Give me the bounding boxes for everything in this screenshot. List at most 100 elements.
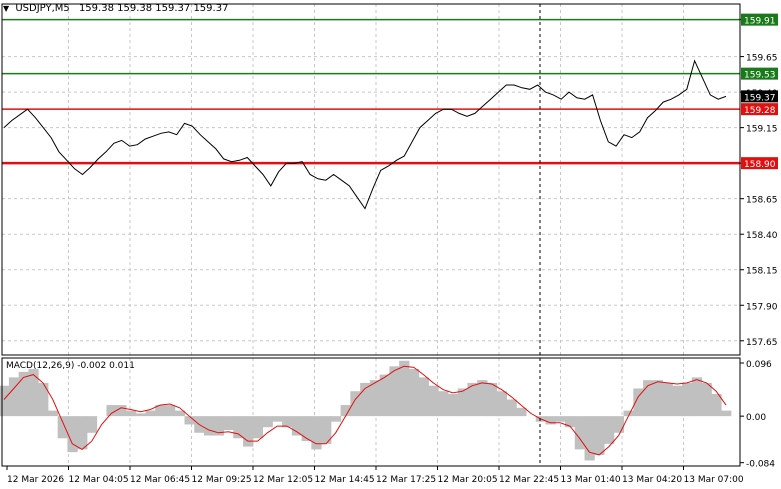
level-badge-label: 159.53 <box>744 71 776 81</box>
macd-bar <box>672 385 683 417</box>
macd-bar <box>135 413 146 417</box>
time-label: 12 Mar 22:45 <box>499 475 559 485</box>
macd-bar <box>565 416 576 428</box>
price-tick-label: 159.65 <box>746 54 778 64</box>
price-tick-label: 158.15 <box>746 267 778 277</box>
price-grid <box>2 4 740 355</box>
level-badge-label: 159.28 <box>744 106 776 116</box>
macd-bar <box>447 394 459 417</box>
macd-bar <box>516 407 527 417</box>
macd-bar <box>252 416 264 439</box>
price-axis: 159.91159.65159.40159.15158.90158.65158.… <box>740 13 778 348</box>
time-label: 12 Mar 09:25 <box>192 475 252 485</box>
macd-bar <box>594 416 605 455</box>
macd-bar <box>691 377 703 417</box>
macd-bar <box>145 410 156 417</box>
time-label: 13 Mar 07:00 <box>684 475 744 485</box>
macd-bar <box>321 416 332 444</box>
macd-bar <box>399 360 410 417</box>
current-price-badge <box>741 90 778 103</box>
macd-bar <box>545 416 556 425</box>
macd-bar <box>701 382 712 417</box>
macd-bar <box>574 416 586 450</box>
macd-bar <box>301 416 312 442</box>
macd-bar <box>155 405 166 417</box>
time-label: 12 Mar 04:05 <box>69 475 129 485</box>
macd-bar <box>389 366 400 417</box>
macd-label: MACD(12,26,9) -0.002 0.011 <box>6 361 135 371</box>
macd-bar <box>506 399 517 417</box>
macd-bar <box>418 377 429 417</box>
macd-bar <box>438 391 449 417</box>
macd-bar <box>408 369 420 417</box>
macd-bar <box>243 416 254 447</box>
macd-bar <box>77 416 88 450</box>
time-label: 13 Mar 01:40 <box>561 475 621 485</box>
macd-bar <box>652 380 664 417</box>
level-badge <box>741 67 778 80</box>
macd-bar <box>164 405 176 417</box>
macd-bar <box>486 382 498 417</box>
ohlc-values: 159.38 159.38 159.37 159.37 <box>78 3 229 14</box>
level-badge <box>741 157 778 170</box>
macd-bar <box>496 391 507 417</box>
macd-bar <box>311 416 322 450</box>
macd-bar <box>457 388 468 417</box>
macd-bar <box>350 391 361 417</box>
time-axis: 12 Mar 2026 12 Mar 04:05 12 Mar 06:45 12 Ma… <box>6 466 744 485</box>
macd-bar <box>272 416 283 422</box>
price-tick-label: 157.65 <box>746 338 778 348</box>
macd-bar <box>262 416 273 428</box>
macd-bar <box>379 374 390 417</box>
macd-bar <box>643 380 654 417</box>
macd-bar <box>604 416 615 444</box>
macd-bar <box>633 388 644 417</box>
macd-bar <box>233 416 244 439</box>
macd-bar <box>8 377 20 417</box>
price-tick-label: 157.90 <box>746 302 778 312</box>
macd-bar <box>282 416 293 428</box>
macd-bar <box>662 382 673 417</box>
macd-bar <box>584 416 595 461</box>
macd-bar <box>86 416 98 433</box>
macd-bar <box>623 410 634 417</box>
macd-bar <box>428 385 439 417</box>
macd-tick-label: -0.084 <box>746 460 775 470</box>
time-label: 13 Mar 04:20 <box>622 475 682 485</box>
macd-bar <box>174 410 185 417</box>
macd-pane-frame <box>1 357 741 467</box>
macd-bar <box>47 410 59 417</box>
price-tick-label: 159.15 <box>746 125 778 135</box>
signal-line <box>3 365 727 456</box>
macd-bar <box>204 416 215 436</box>
macd-bar <box>0 385 10 417</box>
macd-bar <box>721 410 732 417</box>
macd-bar <box>125 410 137 417</box>
time-label: 12 Mar 14:45 <box>315 475 375 485</box>
level-badge-label: 158.90 <box>744 160 776 170</box>
symbol-name: USDJPY,M5 <box>15 3 70 14</box>
level-badge <box>741 103 778 116</box>
macd-bar <box>28 369 39 417</box>
macd-tick-label: 0.00 <box>746 413 766 423</box>
macd-axis: 0.096 0.00 -0.084 <box>740 360 775 470</box>
macd-bar <box>555 416 566 422</box>
macd-bar <box>213 416 225 436</box>
macd-bar <box>613 416 625 433</box>
macd-bar <box>467 382 478 417</box>
macd-bar <box>184 416 195 425</box>
macd-bar <box>711 394 722 417</box>
price-levels <box>2 18 740 165</box>
price-series <box>3 59 727 210</box>
triangle-down-icon[interactable]: ▼ <box>3 4 10 13</box>
macd-bar <box>223 416 234 430</box>
level-badge-label: 159.91 <box>744 17 776 27</box>
macd-bar <box>38 382 49 417</box>
macd-bar <box>369 380 381 417</box>
chart-frame <box>1 3 741 467</box>
symbol-header[interactable]: ▼ USDJPY,M5 159.38 159.38 159.37 159.37 <box>3 3 228 15</box>
time-label: 12 Mar 06:45 <box>130 475 190 485</box>
level-badge <box>741 13 778 26</box>
macd-bar <box>340 405 351 417</box>
